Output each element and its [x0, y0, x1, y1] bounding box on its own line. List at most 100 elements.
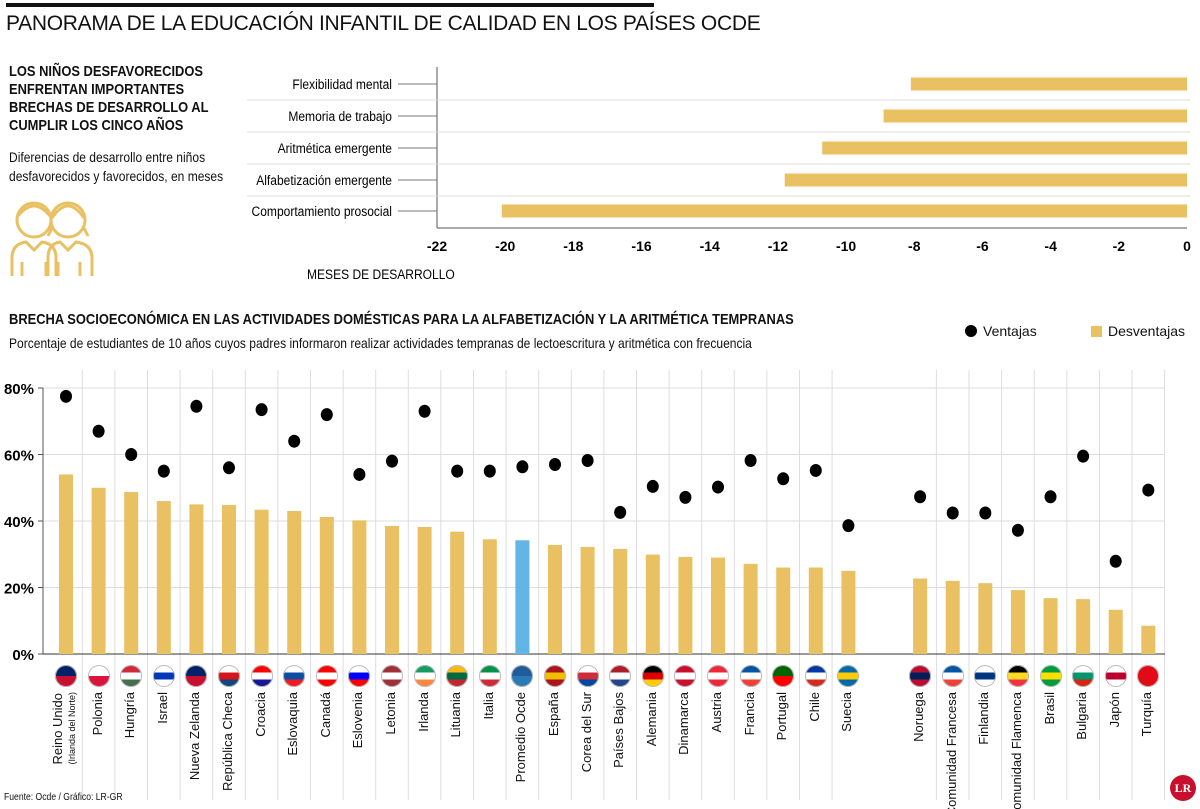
bar-polonia [91, 487, 106, 654]
bar-francia [743, 563, 758, 654]
bar-corea-del-sur [580, 546, 595, 654]
bar-eslovenia [352, 520, 367, 654]
top-rule [6, 3, 654, 7]
x-tick-label: -18 [563, 238, 583, 254]
category-name: Bulgaria [1074, 692, 1090, 740]
x-tick-label: -22 [427, 238, 447, 254]
flag-icon [315, 665, 338, 687]
flag-icon [218, 665, 240, 687]
dot-japón [1109, 554, 1122, 568]
flag-icon [1006, 665, 1029, 687]
bar-irlanda [417, 526, 432, 654]
dot-irlanda [418, 404, 431, 418]
category-name: Suecia [839, 692, 855, 732]
bar-canadá [319, 517, 334, 654]
x-tick-label: -10 [836, 238, 856, 254]
section1-heading: LOS NIÑOS DESFAVORECIDOS ENFRENTAN IMPOR… [9, 63, 209, 134]
bar-suecia [841, 570, 856, 654]
flag-icon [120, 665, 143, 687]
bar [883, 109, 1187, 123]
flag-icon [446, 665, 469, 687]
bar-portugal [776, 567, 791, 654]
legend-ventajas: Ventajas [965, 323, 1037, 339]
bar-austria [711, 557, 725, 654]
bar-hungría [124, 492, 139, 654]
category-label: Alfabetización emergente [256, 172, 392, 188]
flag-icon [283, 665, 306, 687]
flag-icon [1104, 665, 1127, 687]
category-note: (Irlanda del Norte) [67, 692, 77, 765]
category-label: Flexibilidad mental [292, 76, 392, 92]
bar [910, 77, 1187, 91]
bar-comunidad-francesa [945, 580, 960, 654]
category-label: España [546, 692, 561, 736]
x-tick-label: -2 [1113, 238, 1126, 254]
flag-icon [413, 665, 436, 687]
bar-alemania [645, 554, 660, 654]
flag-icon [185, 665, 208, 687]
bar-comunidad-flamenca [1010, 590, 1025, 654]
bar-turquía [1141, 625, 1156, 654]
dot-francia [744, 453, 757, 467]
x-axis-title: MESES DE DESARROLLO [307, 266, 455, 282]
y-tick-label: 80% [4, 381, 34, 398]
flag-icon [511, 665, 534, 687]
bar-república-checa [222, 505, 236, 654]
category-label: Portugal [774, 692, 789, 740]
flag-icon [909, 665, 932, 687]
bar-nueva-zelanda [189, 504, 204, 654]
bar-japón [1108, 609, 1123, 654]
dot-israel [157, 464, 170, 478]
category-label: Finlandia [976, 692, 991, 745]
category-name: Austria [709, 692, 724, 733]
bar-dinamarca [678, 556, 693, 654]
category-name: Promedio Ocde [513, 692, 529, 783]
bar-croacia [254, 509, 269, 654]
category-name: Comunidad Francesa [943, 692, 959, 809]
x-tick-label: -4 [1044, 238, 1057, 254]
dot-españa [549, 457, 561, 471]
x-tick-label: -6 [976, 238, 989, 254]
category-label: Nueva Zelanda [187, 692, 203, 781]
category-label: Memoria de trabajo [288, 108, 392, 124]
legend-square-icon [1091, 325, 1102, 337]
flag-icon [348, 665, 371, 687]
flag-icon [707, 665, 729, 687]
bar-italia [482, 539, 497, 654]
category-label: Letonia [383, 692, 398, 735]
category-label: Polonia [89, 692, 105, 736]
children-icon [10, 201, 94, 276]
bar [822, 141, 1187, 155]
flag-icon [941, 665, 964, 687]
flag-icon [478, 665, 501, 687]
dot-comunidad-flamenca [1011, 523, 1024, 537]
category-label: Eslovaquia [285, 692, 301, 756]
category-label: Alemania [644, 692, 659, 746]
category-label: Israel [155, 692, 170, 724]
flag-icon [641, 665, 664, 687]
bar [784, 173, 1187, 187]
category-label: Lituania [448, 692, 464, 738]
dot-lituania [451, 464, 464, 478]
category-name: Nueva Zelanda [187, 692, 203, 781]
category-label: Japón [1107, 692, 1122, 727]
category-name: Croacia [252, 692, 268, 737]
dot-noruega [914, 490, 927, 504]
category-name: Lituania [448, 692, 464, 738]
dot-países-bajos [614, 505, 627, 519]
bar-lituania [450, 531, 465, 654]
category-name: Noruega [911, 692, 927, 742]
category-name: Eslovaquia [285, 692, 301, 756]
category-name: Polonia [89, 692, 105, 736]
category-label: Chile [807, 692, 822, 722]
category-name: Reino Unido [50, 693, 65, 765]
category-label: República Checa [220, 692, 235, 791]
category-label: Comunidad Flamenca [1008, 692, 1024, 809]
flag-icon [739, 665, 762, 687]
category-name: Comunidad Flamenca [1008, 692, 1024, 809]
dot-portugal [777, 472, 790, 486]
bar-finlandia [978, 583, 993, 654]
flag-icon [544, 665, 566, 687]
x-tick-label: -12 [768, 238, 788, 254]
